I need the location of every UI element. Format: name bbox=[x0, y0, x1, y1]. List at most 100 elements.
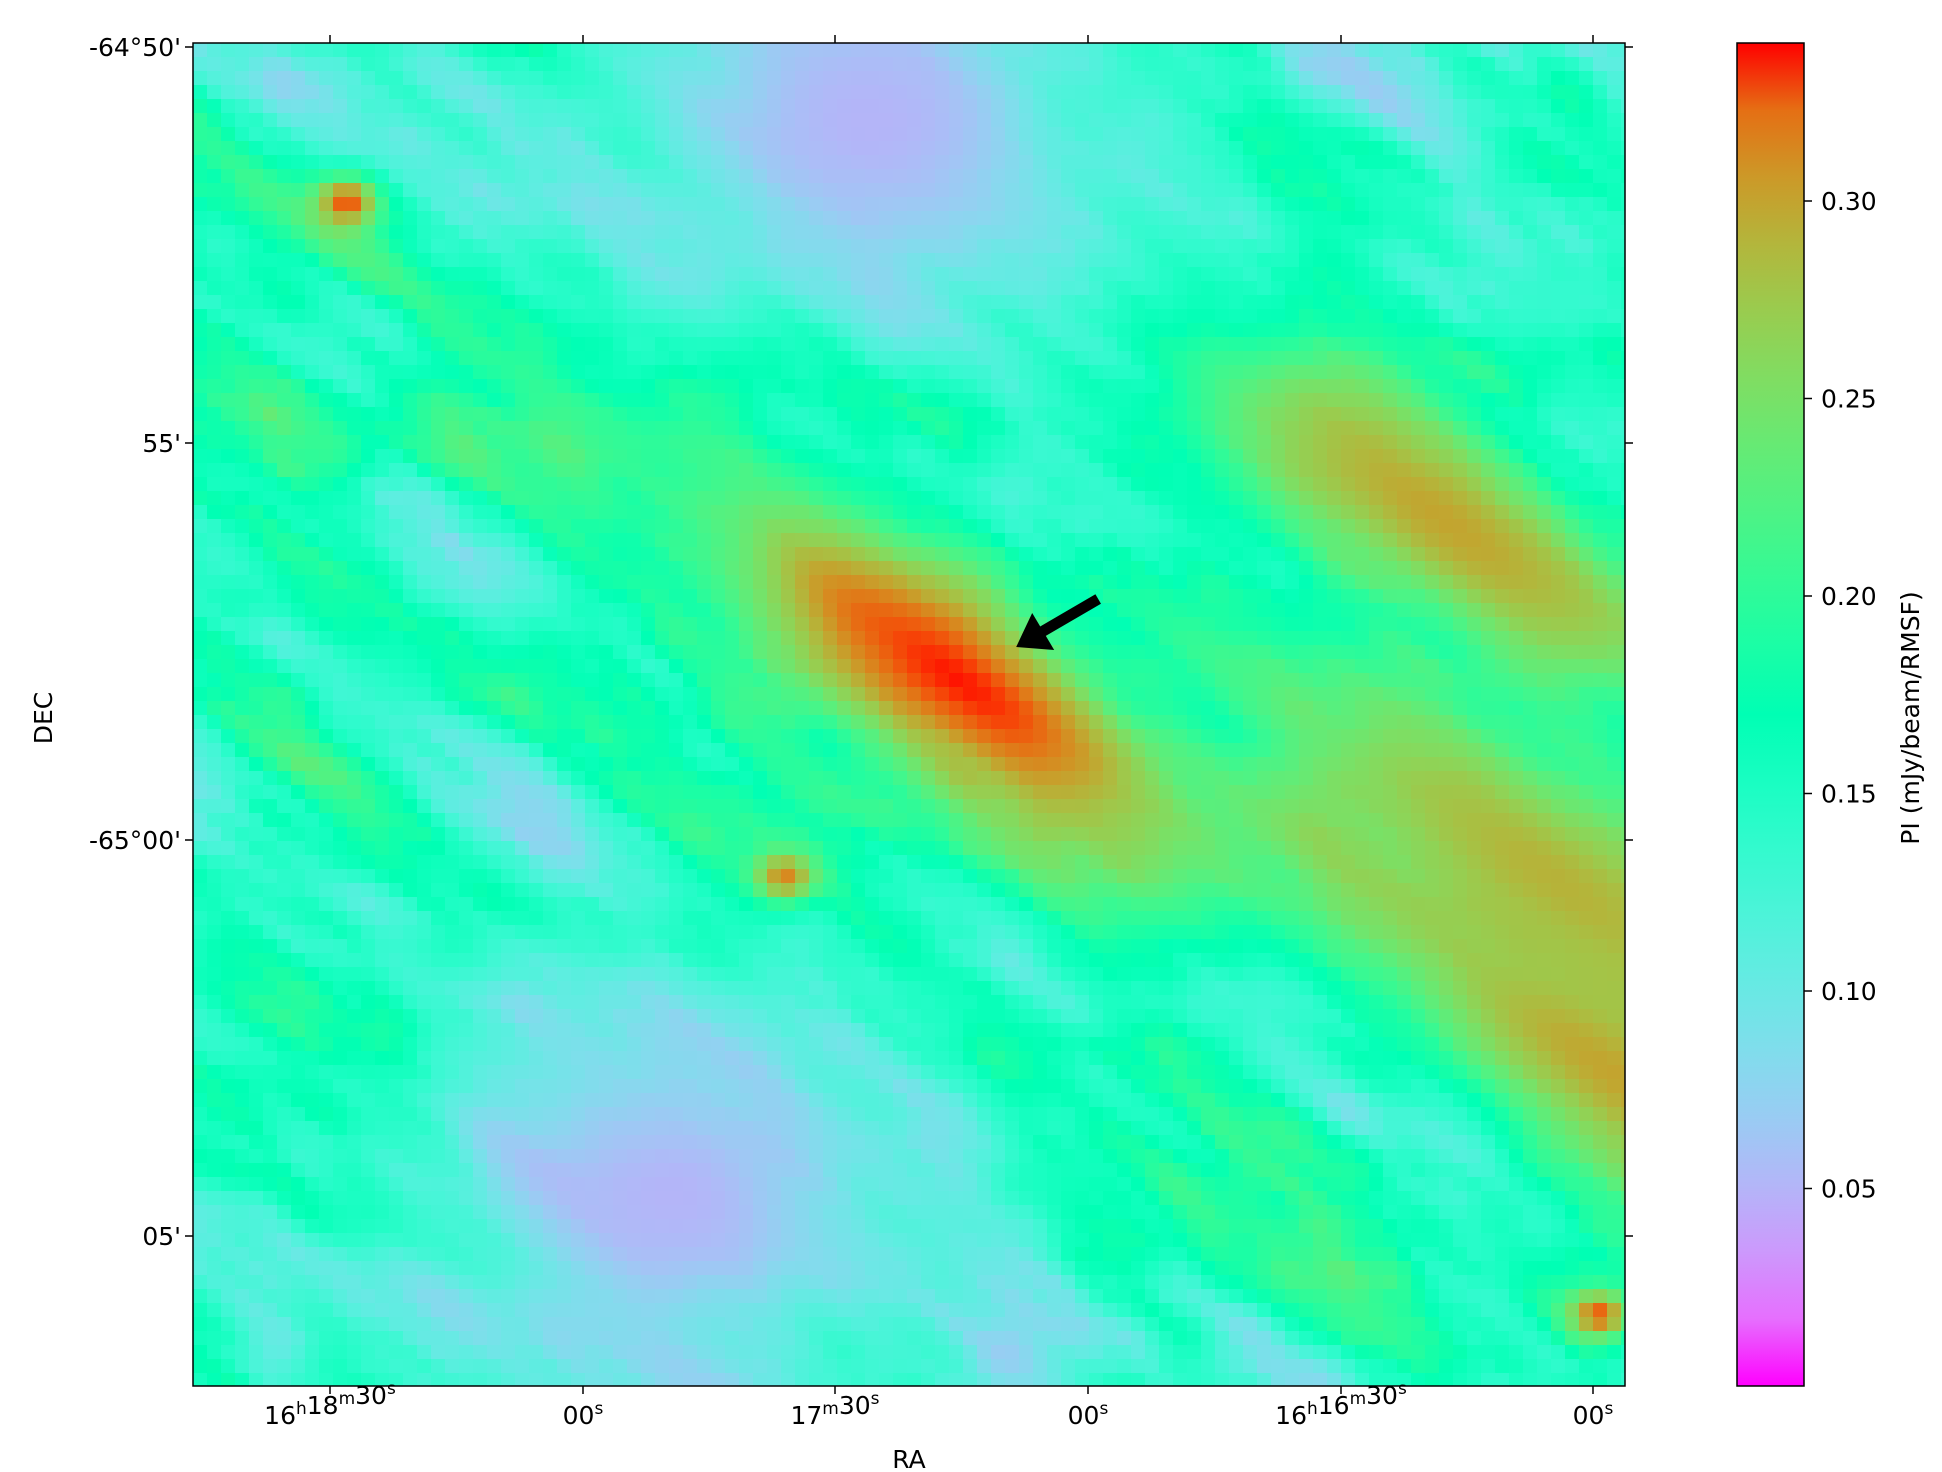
heatmap-cell bbox=[1285, 393, 1300, 408]
heatmap-cell bbox=[613, 323, 628, 338]
heatmap-cell bbox=[613, 267, 628, 282]
heatmap-cell bbox=[291, 337, 306, 352]
heatmap-cell bbox=[403, 113, 418, 128]
heatmap-cell bbox=[1103, 43, 1118, 58]
heatmap-cell bbox=[711, 687, 726, 702]
heatmap-cell bbox=[1453, 239, 1468, 254]
heatmap-cell bbox=[291, 407, 306, 422]
heatmap-cell bbox=[1509, 309, 1524, 324]
heatmap-cell bbox=[1131, 323, 1146, 338]
heatmap-cell bbox=[613, 701, 628, 716]
heatmap-cell bbox=[249, 659, 264, 674]
heatmap-cell bbox=[263, 281, 278, 296]
heatmap-cell bbox=[1005, 281, 1020, 296]
heatmap-cell bbox=[893, 589, 908, 604]
heatmap-cell bbox=[221, 239, 236, 254]
heatmap-cell bbox=[1425, 603, 1440, 618]
heatmap-cell bbox=[305, 127, 320, 142]
heatmap-cell bbox=[515, 295, 530, 310]
heatmap-cell bbox=[697, 267, 712, 282]
heatmap-cell bbox=[1075, 239, 1090, 254]
heatmap-cell bbox=[669, 421, 684, 436]
heatmap-cell bbox=[1313, 169, 1328, 184]
heatmap-cell bbox=[865, 631, 880, 646]
heatmap-cell bbox=[865, 155, 880, 170]
heatmap-cell bbox=[1369, 211, 1384, 226]
heatmap-cell bbox=[949, 211, 964, 226]
heatmap-cell bbox=[1355, 379, 1370, 394]
heatmap-cell bbox=[683, 337, 698, 352]
heatmap-cell bbox=[445, 337, 460, 352]
heatmap-cell bbox=[249, 183, 264, 198]
heatmap-cell bbox=[473, 379, 488, 394]
heatmap-cell bbox=[1243, 225, 1258, 240]
heatmap-cell bbox=[823, 589, 838, 604]
heatmap-cell bbox=[935, 715, 950, 730]
heatmap-cell bbox=[305, 491, 320, 506]
heatmap-cell bbox=[893, 477, 908, 492]
heatmap-cell bbox=[1103, 197, 1118, 212]
heatmap-cell bbox=[263, 71, 278, 86]
heatmap-cell bbox=[291, 43, 306, 58]
heatmap-cell bbox=[1061, 477, 1076, 492]
heatmap-cell bbox=[431, 99, 446, 114]
heatmap-cell bbox=[389, 505, 404, 520]
heatmap-cell bbox=[879, 323, 894, 338]
heatmap-cell bbox=[921, 463, 936, 478]
heatmap-cell bbox=[1551, 225, 1566, 240]
heatmap-cell bbox=[515, 687, 530, 702]
heatmap-cell bbox=[1103, 127, 1118, 142]
heatmap-cell bbox=[1425, 519, 1440, 534]
heatmap-cell bbox=[1481, 463, 1496, 478]
heatmap-cell bbox=[641, 589, 656, 604]
heatmap-cell bbox=[1439, 127, 1454, 142]
heatmap-cell bbox=[1075, 155, 1090, 170]
heatmap-cell bbox=[1215, 197, 1230, 212]
heatmap-cell bbox=[1439, 379, 1454, 394]
heatmap-cell bbox=[277, 533, 292, 548]
heatmap-cell bbox=[1103, 267, 1118, 282]
heatmap-cell bbox=[571, 71, 586, 86]
heatmap-cell bbox=[403, 631, 418, 646]
heatmap-cell bbox=[445, 701, 460, 716]
heatmap-cell bbox=[1453, 687, 1468, 702]
heatmap-cell bbox=[1411, 701, 1426, 716]
heatmap-cell bbox=[1145, 379, 1160, 394]
heatmap-cell bbox=[1341, 421, 1356, 436]
heatmap-cell bbox=[697, 225, 712, 240]
heatmap-cell bbox=[1397, 351, 1412, 366]
heatmap-cell bbox=[389, 393, 404, 408]
heatmap-cell bbox=[235, 141, 250, 156]
heatmap-cell bbox=[1271, 449, 1286, 464]
heatmap-cell bbox=[1271, 197, 1286, 212]
heatmap-cell bbox=[557, 575, 572, 590]
heatmap-cell bbox=[585, 211, 600, 226]
heatmap-cell bbox=[305, 295, 320, 310]
heatmap-cell bbox=[1299, 687, 1314, 702]
heatmap-cell bbox=[193, 561, 208, 576]
heatmap-cell bbox=[1397, 421, 1412, 436]
heatmap-cell bbox=[1047, 225, 1062, 240]
heatmap-cell bbox=[291, 183, 306, 198]
heatmap-cell bbox=[879, 351, 894, 366]
heatmap-cell bbox=[221, 225, 236, 240]
heatmap-cell bbox=[1565, 407, 1580, 422]
heatmap-cell bbox=[347, 701, 362, 716]
heatmap-cell bbox=[1243, 337, 1258, 352]
heatmap-cell bbox=[319, 631, 334, 646]
heatmap-cell bbox=[655, 141, 670, 156]
heatmap-cell bbox=[1369, 393, 1384, 408]
heatmap-cell bbox=[431, 575, 446, 590]
heatmap-cell bbox=[1579, 617, 1594, 632]
heatmap-cell bbox=[445, 393, 460, 408]
heatmap-cell bbox=[263, 589, 278, 604]
heatmap-cell bbox=[1047, 449, 1062, 464]
heatmap-cell bbox=[1159, 57, 1174, 72]
heatmap-cell bbox=[1383, 113, 1398, 128]
heatmap-cell bbox=[1509, 589, 1524, 604]
heatmap-cell bbox=[669, 351, 684, 366]
heatmap-cell bbox=[753, 295, 768, 310]
heatmap-cell bbox=[991, 239, 1006, 254]
heatmap-cell bbox=[529, 673, 544, 688]
heatmap-cell bbox=[1299, 155, 1314, 170]
